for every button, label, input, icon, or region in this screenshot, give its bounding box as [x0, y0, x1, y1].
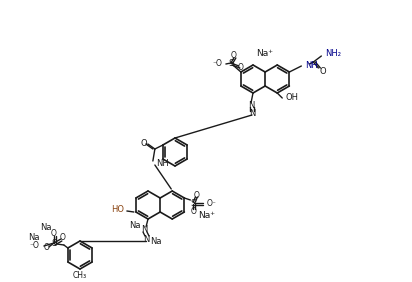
Text: ⁻O: ⁻O [29, 241, 39, 250]
Text: N: N [141, 224, 147, 233]
Text: Na: Na [28, 233, 40, 243]
Text: HO: HO [111, 206, 124, 215]
Text: OH: OH [285, 94, 298, 102]
Text: O: O [44, 243, 50, 252]
Text: NH₂: NH₂ [325, 50, 342, 58]
Text: Na: Na [40, 224, 52, 232]
Text: Na⁺: Na⁺ [257, 49, 274, 58]
Text: O: O [194, 191, 199, 201]
Text: O: O [190, 206, 196, 215]
Text: N: N [143, 235, 149, 243]
Text: S: S [228, 58, 234, 67]
Text: Na⁺: Na⁺ [198, 212, 215, 221]
Text: O: O [60, 233, 66, 243]
Text: NH: NH [305, 61, 318, 69]
Text: S: S [190, 199, 196, 208]
Text: Na: Na [150, 237, 162, 246]
Text: CH₃: CH₃ [73, 272, 87, 281]
Text: ⁻O: ⁻O [212, 60, 222, 69]
Text: O: O [238, 63, 244, 72]
Text: O: O [231, 52, 237, 61]
Text: N: N [249, 109, 255, 118]
Text: O⁻: O⁻ [206, 199, 216, 208]
Text: O: O [51, 230, 57, 239]
Text: N: N [248, 100, 254, 109]
Text: O: O [319, 67, 325, 76]
Text: Na: Na [129, 221, 141, 230]
Text: NH: NH [156, 158, 169, 168]
Text: S: S [51, 239, 57, 248]
Text: O: O [140, 138, 147, 147]
